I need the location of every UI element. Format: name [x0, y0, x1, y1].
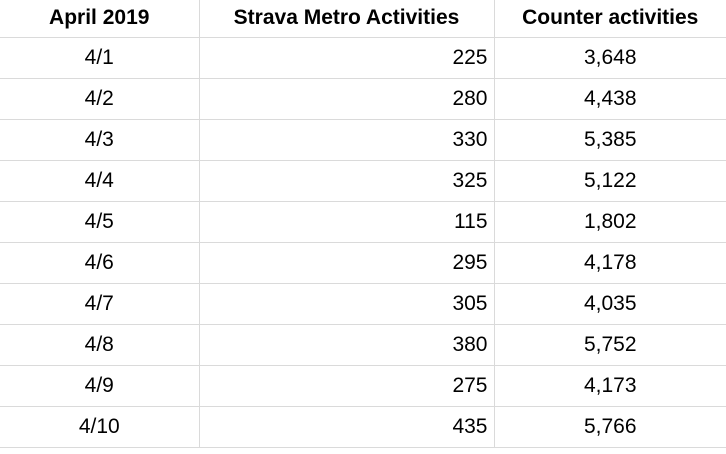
counter-cell[interactable]: 1,802	[494, 201, 726, 243]
date-cell[interactable]: 4/2	[0, 78, 200, 120]
header-date[interactable]: April 2019	[0, 0, 200, 38]
header-counter-activities[interactable]: Counter activities	[494, 0, 726, 38]
strava-cell[interactable]: 435	[199, 406, 495, 448]
date-cell[interactable]: 4/8	[0, 324, 200, 366]
date-cell[interactable]: 4/10	[0, 406, 200, 448]
counter-cell[interactable]: 4,035	[494, 283, 726, 325]
strava-cell[interactable]: 115	[199, 201, 495, 243]
table-row: 4/5 115 1,802	[0, 201, 726, 243]
table-row: 4/7 305 4,035	[0, 283, 726, 325]
table-row: 4/9 275 4,173	[0, 365, 726, 407]
counter-cell[interactable]: 5,766	[494, 406, 726, 448]
date-cell[interactable]: 4/7	[0, 283, 200, 325]
date-cell[interactable]: 4/9	[0, 365, 200, 407]
table-row: 4/10 435 5,766	[0, 406, 726, 448]
counter-cell[interactable]: 5,122	[494, 160, 726, 202]
table-row: 4/4 325 5,122	[0, 160, 726, 202]
date-cell[interactable]: 4/5	[0, 201, 200, 243]
strava-cell[interactable]: 305	[199, 283, 495, 325]
date-cell[interactable]: 4/1	[0, 37, 200, 79]
counter-cell[interactable]: 4,173	[494, 365, 726, 407]
strava-cell[interactable]: 225	[199, 37, 495, 79]
header-strava-metro-activities[interactable]: Strava Metro Activities	[199, 0, 495, 38]
table-row: 4/1 225 3,648	[0, 37, 726, 79]
strava-cell[interactable]: 295	[199, 242, 495, 284]
counter-cell[interactable]: 5,385	[494, 119, 726, 161]
strava-cell[interactable]: 275	[199, 365, 495, 407]
strava-cell[interactable]: 325	[199, 160, 495, 202]
date-cell[interactable]: 4/6	[0, 242, 200, 284]
table-row: 4/3 330 5,385	[0, 119, 726, 161]
date-cell[interactable]: 4/3	[0, 119, 200, 161]
strava-cell[interactable]: 280	[199, 78, 495, 120]
strava-cell[interactable]: 380	[199, 324, 495, 366]
strava-cell[interactable]: 330	[199, 119, 495, 161]
table-row: 4/6 295 4,178	[0, 242, 726, 284]
counter-cell[interactable]: 5,752	[494, 324, 726, 366]
counter-cell[interactable]: 4,438	[494, 78, 726, 120]
table-row: 4/8 380 5,752	[0, 324, 726, 366]
table-row: 4/2 280 4,438	[0, 78, 726, 120]
header-row: April 2019 Strava Metro Activities Count…	[0, 0, 726, 38]
date-cell[interactable]: 4/4	[0, 160, 200, 202]
counter-cell[interactable]: 3,648	[494, 37, 726, 79]
counter-cell[interactable]: 4,178	[494, 242, 726, 284]
